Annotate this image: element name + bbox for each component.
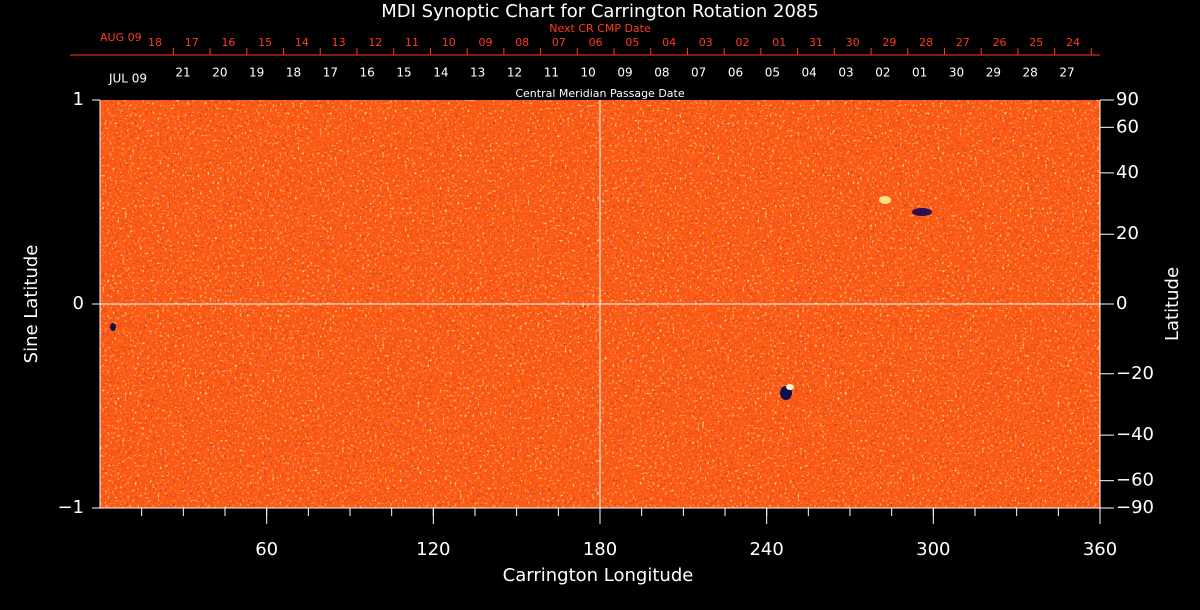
y-axis-title: Sine Latitude (21, 245, 42, 364)
top-date-label: 12 (368, 36, 382, 49)
top-date-label: 29 (882, 36, 896, 49)
cmp-date-label: 03 (838, 66, 853, 80)
chart-title: MDI Synoptic Chart for Carrington Rotati… (381, 1, 819, 22)
y2-tick-label: −60 (1116, 470, 1154, 491)
top-date-label: 06 (589, 36, 603, 49)
cmp-axis-title: Central Meridian Passage Date (515, 87, 684, 100)
top-date-label: 17 (185, 36, 199, 49)
x-tick-label: 300 (916, 539, 950, 560)
active-regions (110, 196, 932, 400)
top-date-label: 28 (919, 36, 933, 49)
y2-tick-label: −90 (1116, 497, 1154, 518)
cmp-date-label: 04 (802, 66, 817, 80)
top-date-label: 30 (846, 36, 860, 49)
x-tick-label: 240 (749, 539, 783, 560)
y-tick-label: 0 (73, 293, 84, 314)
x-tick-label: 360 (1083, 539, 1117, 560)
top-date-label: 07 (552, 36, 566, 49)
sunspot (110, 323, 116, 331)
top-date-label: 01 (772, 36, 786, 49)
y2-tick-label: 40 (1116, 162, 1139, 183)
cmp-date-label: 02 (875, 66, 890, 80)
top-date-label: 25 (1029, 36, 1043, 49)
cmp-date-label: 11 (544, 66, 559, 80)
cmp-date-label: 12 (507, 66, 522, 80)
top-date-label: 10 (442, 36, 456, 49)
y2-tick-label: 0 (1116, 293, 1127, 314)
cmp-date-label: 29 (986, 66, 1001, 80)
cmp-date-label: 16 (360, 66, 375, 80)
y-tick-label: −1 (57, 497, 84, 518)
cmp-date-label: 30 (949, 66, 964, 80)
x-tick-label: 120 (416, 539, 450, 560)
sunspot (786, 384, 794, 390)
sunspot (879, 196, 891, 204)
cmp-date-label: 27 (1059, 66, 1074, 80)
cmp-axis-month: JUL 09 (108, 72, 147, 86)
cmp-date-label: 13 (470, 66, 485, 80)
cmp-date-label: 15 (396, 66, 411, 80)
top-date-label: 05 (625, 36, 639, 49)
cmp-date-label: 14 (433, 66, 448, 80)
cmp-date-label: 09 (617, 66, 632, 80)
y2-tick-label: −20 (1116, 363, 1154, 384)
top-date-label: 27 (956, 36, 970, 49)
top-date-label: 18 (148, 36, 162, 49)
top-date-label: 13 (332, 36, 346, 49)
cmp-date-label: 05 (765, 66, 780, 80)
top-date-label: 08 (515, 36, 529, 49)
y2-axis-title: Latitude (1162, 267, 1183, 341)
cmp-date-label: 28 (1023, 66, 1038, 80)
y-tick-label: 1 (73, 89, 84, 110)
x-tick-label: 180 (583, 539, 617, 560)
top-axis-title: Next CR CMP Date (549, 22, 651, 35)
top-date-label: 24 (1066, 36, 1080, 49)
cmp-date-label: 17 (323, 66, 338, 80)
cmp-date-label: 01 (912, 66, 927, 80)
top-date-label: 14 (295, 36, 309, 49)
top-date-label: 02 (736, 36, 750, 49)
cmp-date-label: 21 (175, 66, 190, 80)
y2-tick-label: 90 (1116, 89, 1139, 110)
top-date-label: 11 (405, 36, 419, 49)
top-date-label: 15 (258, 36, 272, 49)
top-date-label: 16 (221, 36, 235, 49)
x-axis-title: Carrington Longitude (503, 565, 694, 586)
top-date-label: 31 (809, 36, 823, 49)
cmp-date-label: 18 (286, 66, 301, 80)
cmp-date-label: 06 (728, 66, 743, 80)
cmp-date-label: 20 (212, 66, 227, 80)
top-date-label: 26 (993, 36, 1007, 49)
cmp-date-label: 07 (691, 66, 706, 80)
cmp-date-label: 08 (654, 66, 669, 80)
cmp-date-label: 10 (581, 66, 596, 80)
top-date-label: 04 (662, 36, 676, 49)
cmp-date-label: 19 (249, 66, 264, 80)
y2-tick-label: 60 (1116, 116, 1139, 137)
top-date-label: 09 (478, 36, 492, 49)
top-axis-month: AUG 09 (100, 31, 142, 44)
sunspot (912, 208, 932, 216)
top-date-label: 03 (699, 36, 713, 49)
y2-tick-label: 20 (1116, 223, 1139, 244)
x-tick-label: 60 (255, 539, 278, 560)
y2-tick-label: −40 (1116, 424, 1154, 445)
